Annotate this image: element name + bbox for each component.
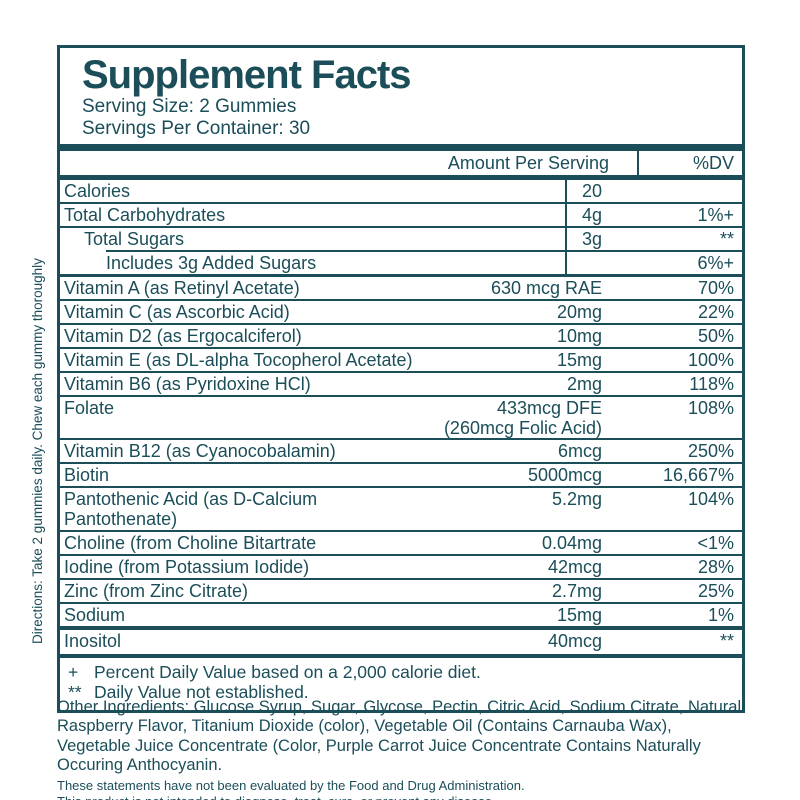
nutrient-amount: 5000mcg xyxy=(527,465,602,486)
nutrient-amount: 3g xyxy=(581,229,602,250)
servings-per-container: Servings Per Container: 30 xyxy=(82,118,311,140)
nutrient-amount: 630 mcg RAE xyxy=(490,277,602,298)
nutrient-amount: 15mg xyxy=(556,349,602,370)
nutrient-dv: 6%+ xyxy=(697,253,734,274)
table-row: Vitamin E (as DL-alpha Tocopherol Acetat… xyxy=(60,349,742,373)
nutrient-name: Vitamin E (as DL-alpha Tocopherol Acetat… xyxy=(64,349,413,370)
nutrient-amount: 42mcg xyxy=(547,557,602,578)
nutrient-name: Inositol xyxy=(64,630,122,651)
divider-bar-medium xyxy=(60,175,742,181)
nutrient-dv: 250% xyxy=(687,441,734,462)
table-row: Iodine (from Potassium Iodide) 42mcg 28% xyxy=(60,556,742,581)
nutrient-rows-section: Vitamin A (as Retinyl Acetate) 630 mcg RA… xyxy=(60,277,742,654)
nutrient-name: Vitamin C (as Ascorbic Acid) xyxy=(64,301,290,322)
panel-title: Supplement Facts xyxy=(82,53,412,97)
nutrient-amount: 433mcg DFE (260mcg Folic Acid) xyxy=(443,397,602,438)
serving-size: Serving Size: 2 Gummies xyxy=(82,96,297,117)
macro-rows-section: Calories 20 Total Carbohydrates 4g 1%+ Total … xyxy=(60,180,742,277)
nutrient-name: Zinc (from Zinc Citrate) xyxy=(64,581,249,602)
amount-column-header: Amount Per Serving xyxy=(447,152,609,173)
nutrient-amount: 15mg xyxy=(556,605,602,626)
nutrient-dv: 70% xyxy=(697,277,734,298)
footnote-line: + Percent Daily Value based on a 2,000 c… xyxy=(68,662,734,682)
footnote-line: ** Daily Value not established. xyxy=(68,682,734,702)
footnote-text: Daily Value not established. xyxy=(94,681,309,702)
nutrient-name: Vitamin A (as Retinyl Acetate) xyxy=(64,277,300,298)
footnote-box: + Percent Daily Value based on a 2,000 c… xyxy=(60,653,742,710)
nutrient-dv: 104% xyxy=(687,489,734,510)
nutrient-amount: 40mcg xyxy=(547,630,602,651)
nutrient-name: Folate xyxy=(64,397,115,418)
table-row: Total Carbohydrates 4g 1%+ xyxy=(60,204,742,229)
nutrient-amount: 0.04mg xyxy=(541,533,602,554)
nutrient-name: Vitamin B12 (as Cyanocobalamin) xyxy=(64,441,336,462)
nutrient-dv: 16,667% xyxy=(662,465,734,486)
other-ingredients: Other Ingredients: Glucose Syrup, Sugar,… xyxy=(57,698,742,775)
nutrient-dv: 22% xyxy=(697,301,734,322)
nutrient-name: Pantothenic Acid (as D-Calcium Pantothen… xyxy=(64,489,318,530)
table-row: Zinc (from Zinc Citrate) 2.7mg 25% xyxy=(60,580,742,605)
table-row: Vitamin C (as Ascorbic Acid) 20mg 22% xyxy=(60,301,742,325)
nutrient-dv: ** xyxy=(719,630,734,651)
directions-vertical-text: Directions: Take 2 gummies daily. Chew e… xyxy=(30,258,45,644)
nutrient-name: Vitamin B6 (as Pyridoxine HCl) xyxy=(64,373,311,394)
nutrient-dv: 28% xyxy=(697,557,734,578)
table-row: Vitamin B12 (as Cyanocobalamin) 6mcg 250% xyxy=(60,440,742,465)
table-row: Choline (from Choline Bitartrate 0.04mg <1… xyxy=(60,532,742,557)
panel-header: Supplement Facts Serving Size: 2 Gummies… xyxy=(60,48,742,144)
table-row: Sodium 15mg 1% xyxy=(60,604,742,630)
nutrient-amount: 10mg xyxy=(556,325,602,346)
table-row: Vitamin B6 (as Pyridoxine HCl) 2mg 118% xyxy=(60,373,742,397)
nutrient-dv: ** xyxy=(719,229,734,250)
disclaimer-line: These statements have not been evaluated… xyxy=(57,777,525,793)
nutrient-amount: 2.7mg xyxy=(551,581,602,602)
nutrient-dv: 25% xyxy=(697,581,734,602)
footnote-text: Percent Daily Value based on a 2,000 cal… xyxy=(94,661,481,682)
nutrient-amount: 5.2mg xyxy=(551,489,602,510)
table-row: Total Sugars 3g ** xyxy=(60,228,742,253)
table-row: Vitamin A (as Retinyl Acetate) 630 mcg RA… xyxy=(60,277,742,301)
fda-disclaimer: These statements have not been evaluated… xyxy=(57,778,747,800)
nutrient-dv: 1%+ xyxy=(697,205,734,226)
table-row: Folate 433mcg DFE (260mcg Folic Acid) 108% xyxy=(60,397,742,441)
nutrient-name: Total Carbohydrates xyxy=(64,205,226,226)
table-row: Vitamin D2 (as Ergocalciferol) 10mg 50% xyxy=(60,325,742,349)
below-panel-text: Other Ingredients: Glucose Syrup, Sugar,… xyxy=(57,698,747,800)
nutrient-name: Vitamin D2 (as Ergocalciferol) xyxy=(64,325,302,346)
nutrient-dv: 108% xyxy=(687,397,734,418)
table-row: Biotin 5000mcg 16,667% xyxy=(60,464,742,489)
table-column-header: Amount Per Serving %DV xyxy=(60,151,742,176)
table-row: Calories 20 xyxy=(60,180,742,205)
dv-column-header: %DV xyxy=(637,151,742,176)
nutrient-amount: 2mg xyxy=(566,373,602,394)
nutrient-name: Biotin xyxy=(64,465,110,486)
nutrient-dv: 1% xyxy=(707,605,734,626)
nutrient-name: Iodine (from Potassium Iodide) xyxy=(64,557,310,578)
nutrient-amount: 6mcg xyxy=(557,441,602,462)
divider-bar-thick xyxy=(60,144,742,152)
footnote-marker: + xyxy=(68,661,79,682)
nutrient-amount: 20 xyxy=(581,181,602,202)
disclaimer-line: This product is not intended to diagnose… xyxy=(57,794,747,800)
footnote-marker: ** xyxy=(68,681,82,702)
nutrient-dv: <1% xyxy=(697,533,734,554)
nutrient-dv: 100% xyxy=(687,349,734,370)
nutrient-name: Total Sugars xyxy=(84,229,185,250)
nutrient-name: Calories xyxy=(64,181,131,202)
table-row: Includes 3g Added Sugars 6%+ xyxy=(60,252,742,277)
nutrient-name: Sodium xyxy=(64,605,126,626)
nutrient-amount: 4g xyxy=(581,205,602,226)
nutrient-dv: 50% xyxy=(697,325,734,346)
nutrient-name: Choline (from Choline Bitartrate xyxy=(64,533,317,554)
nutrient-dv: 118% xyxy=(689,373,734,394)
supplement-facts-panel: Supplement Facts Serving Size: 2 Gummies… xyxy=(57,45,745,714)
nutrient-name: Includes 3g Added Sugars xyxy=(106,253,317,274)
table-row: Inositol 40mcg ** xyxy=(60,630,742,654)
nutrient-amount: 20mg xyxy=(556,301,602,322)
table-row: Pantothenic Acid (as D-Calcium Pantothen… xyxy=(60,488,742,533)
